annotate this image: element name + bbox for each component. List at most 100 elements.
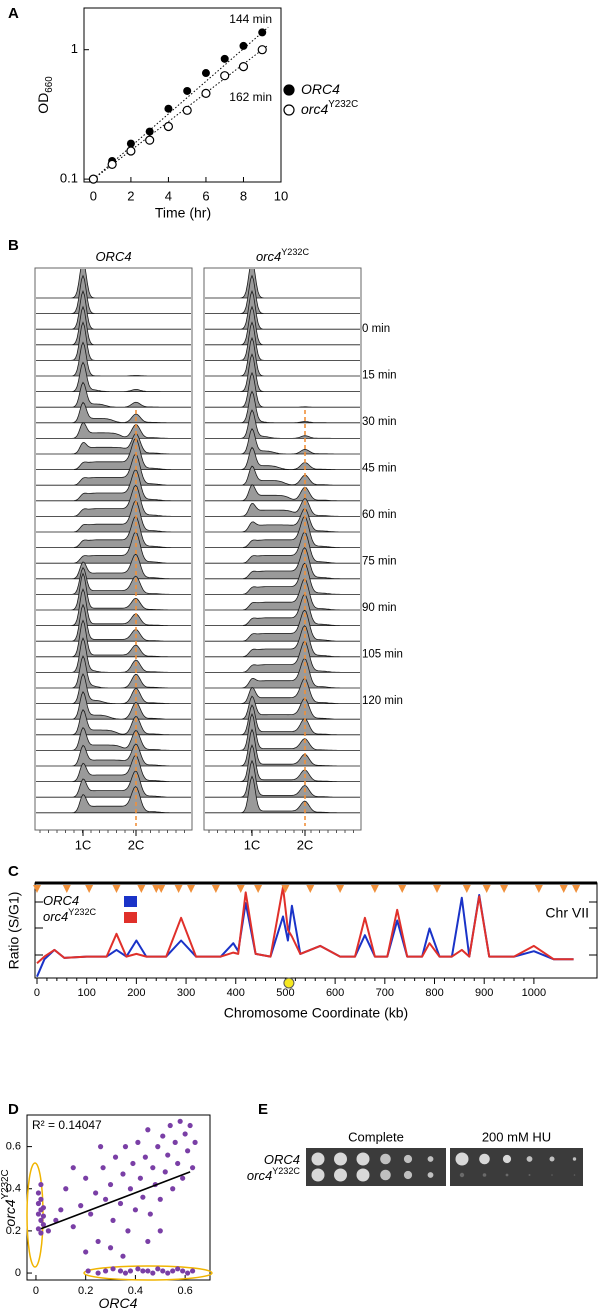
- point: [220, 71, 230, 81]
- spot: [549, 1156, 555, 1162]
- x-tick-label: 400: [227, 987, 245, 999]
- point: [95, 1270, 101, 1276]
- histogram: [36, 305, 191, 346]
- panel-label: D: [8, 1101, 19, 1118]
- spot: [528, 1174, 531, 1176]
- spot: [334, 1152, 347, 1166]
- point: [145, 1127, 151, 1133]
- point: [107, 1181, 114, 1188]
- legend-label-sup: Y232C: [328, 99, 358, 110]
- time-label: 45 min: [362, 463, 397, 475]
- histogram: [205, 712, 360, 751]
- y-tick-label: 0.1: [60, 171, 78, 186]
- point: [170, 1268, 176, 1274]
- point: [165, 1152, 171, 1158]
- point: [137, 1175, 143, 1181]
- plot-frame: [26, 1114, 211, 1281]
- histogram: [36, 619, 191, 658]
- legend-label-text: ORC4: [301, 81, 340, 97]
- origin-marker: [500, 885, 509, 893]
- point: [145, 127, 154, 136]
- histogram: [36, 341, 191, 377]
- spot: [380, 1169, 391, 1181]
- origin-marker: [32, 885, 41, 893]
- histogram: [205, 625, 360, 658]
- histogram: [205, 704, 360, 736]
- series-line: [36, 886, 574, 965]
- spot: [482, 1173, 487, 1177]
- point: [157, 1196, 163, 1202]
- point: [38, 1196, 44, 1202]
- origin-marker: [432, 885, 441, 893]
- annotation: R² = 0.14047: [32, 1118, 102, 1132]
- histogram: [36, 770, 191, 798]
- spot: [356, 1152, 370, 1166]
- x-tick-label: 2C: [297, 837, 314, 852]
- point: [145, 1238, 151, 1245]
- spot: [573, 1174, 576, 1176]
- histogram: [205, 353, 360, 392]
- point: [177, 1118, 183, 1124]
- origin-marker: [187, 885, 196, 893]
- point: [58, 1207, 64, 1213]
- histogram: [205, 484, 360, 502]
- plate-image: [450, 1148, 583, 1186]
- histogram: [205, 428, 360, 455]
- point: [182, 105, 192, 115]
- histogram: [205, 677, 360, 704]
- histogram: [36, 690, 191, 720]
- point: [189, 1268, 196, 1274]
- spot: [427, 1156, 434, 1162]
- point: [258, 28, 267, 37]
- point: [145, 1268, 151, 1274]
- legend-marker: [283, 104, 295, 116]
- y-axis-title: Ratio (S/G1): [6, 892, 22, 970]
- x-tick-label: 500: [276, 987, 294, 999]
- x-tick-label: 800: [425, 987, 443, 999]
- legend-marker: [283, 84, 295, 96]
- point: [164, 104, 173, 113]
- legend-label-sup: Y232C: [68, 907, 96, 917]
- point: [183, 86, 192, 95]
- point: [257, 45, 267, 55]
- point: [162, 1169, 168, 1175]
- strain-label-text: orc4: [247, 1168, 272, 1183]
- histogram: [205, 321, 360, 361]
- point: [38, 1181, 44, 1188]
- origin-marker: [572, 885, 581, 893]
- origin-marker: [62, 885, 71, 893]
- histogram: [205, 498, 360, 517]
- histograms: [205, 269, 360, 814]
- y-tick-label: 0.4: [6, 1183, 21, 1195]
- origin-marker: [559, 885, 568, 893]
- time-label: 15 min: [362, 370, 397, 382]
- histogram: [36, 401, 191, 424]
- spot: [572, 1157, 577, 1161]
- point: [122, 1144, 129, 1150]
- histogram: [36, 588, 191, 626]
- histogram: [36, 274, 191, 314]
- origin-marker: [482, 885, 491, 893]
- x-tick-label: 0: [33, 1285, 39, 1297]
- histogram: [205, 657, 360, 689]
- point: [38, 1207, 44, 1213]
- point: [85, 1268, 91, 1274]
- point: [95, 1238, 101, 1245]
- point: [201, 88, 211, 98]
- point: [175, 1160, 181, 1167]
- x-tick-label: 10: [274, 188, 288, 203]
- column-title: ORC4: [95, 249, 131, 264]
- x-tick-label: 100: [77, 987, 95, 999]
- point: [102, 1196, 109, 1202]
- histogram: [205, 531, 360, 564]
- x-tick-label: 2C: [128, 837, 145, 852]
- spot: [403, 1170, 413, 1180]
- y-tick-label: 0.6: [6, 1141, 21, 1153]
- point: [40, 1213, 47, 1219]
- origin-marker: [306, 885, 315, 893]
- point: [170, 1186, 176, 1192]
- histogram: [36, 484, 191, 517]
- annotation: 144 min: [229, 12, 272, 26]
- origin-marker: [281, 885, 290, 893]
- legend-label: orc4Y232C: [43, 907, 97, 924]
